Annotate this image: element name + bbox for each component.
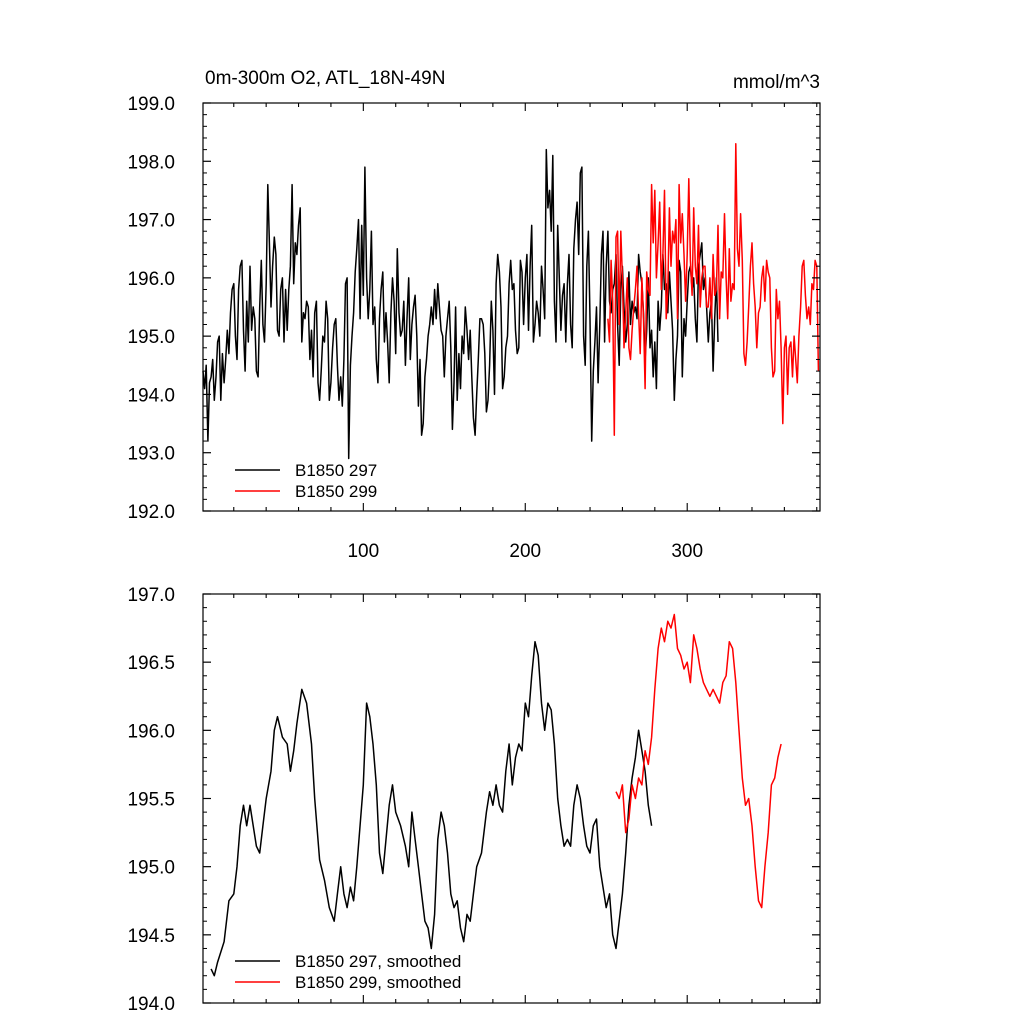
bottom-legend-label-2: B1850 299, smoothed (295, 973, 461, 992)
bottom-legend: B1850 297, smoothed B1850 299, smoothed (235, 952, 461, 992)
y-tick-label: 195.5 (127, 790, 175, 811)
bottom-legend-label-1: B1850 297, smoothed (295, 952, 461, 971)
y-tick-label: 195.0 (127, 858, 175, 879)
top-legend-label-2: B1850 299 (295, 482, 377, 501)
y-tick-label: 192.0 (127, 502, 175, 523)
y-tick-label: 194.0 (127, 385, 175, 406)
top-legend: B1850 297 B1850 299 (235, 461, 377, 501)
bottom-panel-frame (202, 593, 821, 1004)
series-line-2 (615, 613, 782, 909)
series-line-1 (210, 640, 653, 977)
y-tick-label: 196.0 (127, 269, 175, 290)
chart-title: 0m-300m O2, ATL_18N-49N (205, 68, 445, 89)
y-tick-label: 193.0 (127, 444, 175, 465)
y-tick-label: 194.0 (127, 994, 175, 1015)
bottom-panel-series (210, 613, 782, 977)
y-tick-label: 194.5 (127, 926, 175, 947)
y-tick-label: 197.0 (127, 585, 175, 606)
y-tick-label: 198.0 (127, 152, 175, 173)
chart-units: mmol/m^3 (733, 72, 820, 93)
x-tick-label: 200 (509, 541, 541, 562)
top-panel-ticks: 192.0 193.0 194.0 195.0 196.0 197.0 198.0 199.0… (127, 94, 820, 562)
y-tick-label: 199.0 (127, 94, 175, 115)
top-legend-label-1: B1850 297 (295, 461, 377, 480)
y-tick-label: 197.0 (127, 211, 175, 232)
x-tick-label: 100 (347, 541, 379, 562)
series-line-2 (607, 143, 820, 436)
y-tick-label: 196.5 (127, 653, 175, 674)
y-tick-label: 195.0 (127, 327, 175, 348)
x-tick-label: 300 (671, 541, 703, 562)
top-panel-frame (202, 102, 821, 512)
top-panel-series (202, 143, 820, 460)
bottom-panel-ticks: 194.0 194.5 195.0 195.5 196.0 196.5 197.0 (127, 585, 820, 1015)
y-tick-label: 196.0 (127, 721, 175, 742)
series-line-1 (202, 148, 719, 460)
